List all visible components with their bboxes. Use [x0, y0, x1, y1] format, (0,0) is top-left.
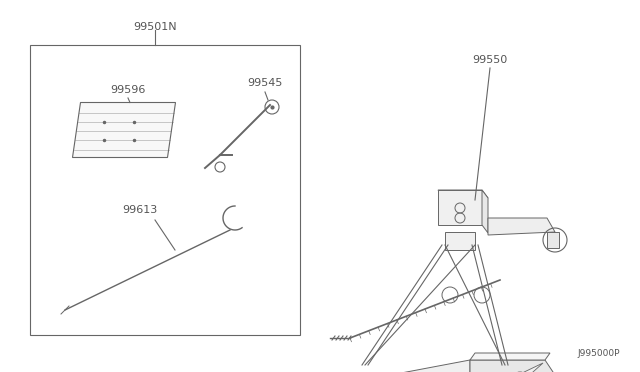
Polygon shape: [380, 360, 470, 372]
Polygon shape: [488, 218, 555, 235]
Polygon shape: [470, 353, 550, 360]
Polygon shape: [482, 190, 488, 233]
Polygon shape: [72, 103, 175, 157]
Text: 99501N: 99501N: [133, 22, 177, 32]
Text: 99545: 99545: [247, 78, 283, 88]
Polygon shape: [470, 360, 555, 372]
Bar: [30, 45, 300, 335]
Polygon shape: [472, 363, 543, 372]
Polygon shape: [547, 232, 559, 248]
Text: 99550: 99550: [472, 55, 508, 65]
Polygon shape: [438, 190, 488, 198]
Text: J995000P: J995000P: [577, 349, 620, 358]
Text: 99596: 99596: [110, 85, 146, 95]
Polygon shape: [438, 190, 482, 225]
Text: 99613: 99613: [122, 205, 157, 215]
Polygon shape: [445, 232, 475, 250]
